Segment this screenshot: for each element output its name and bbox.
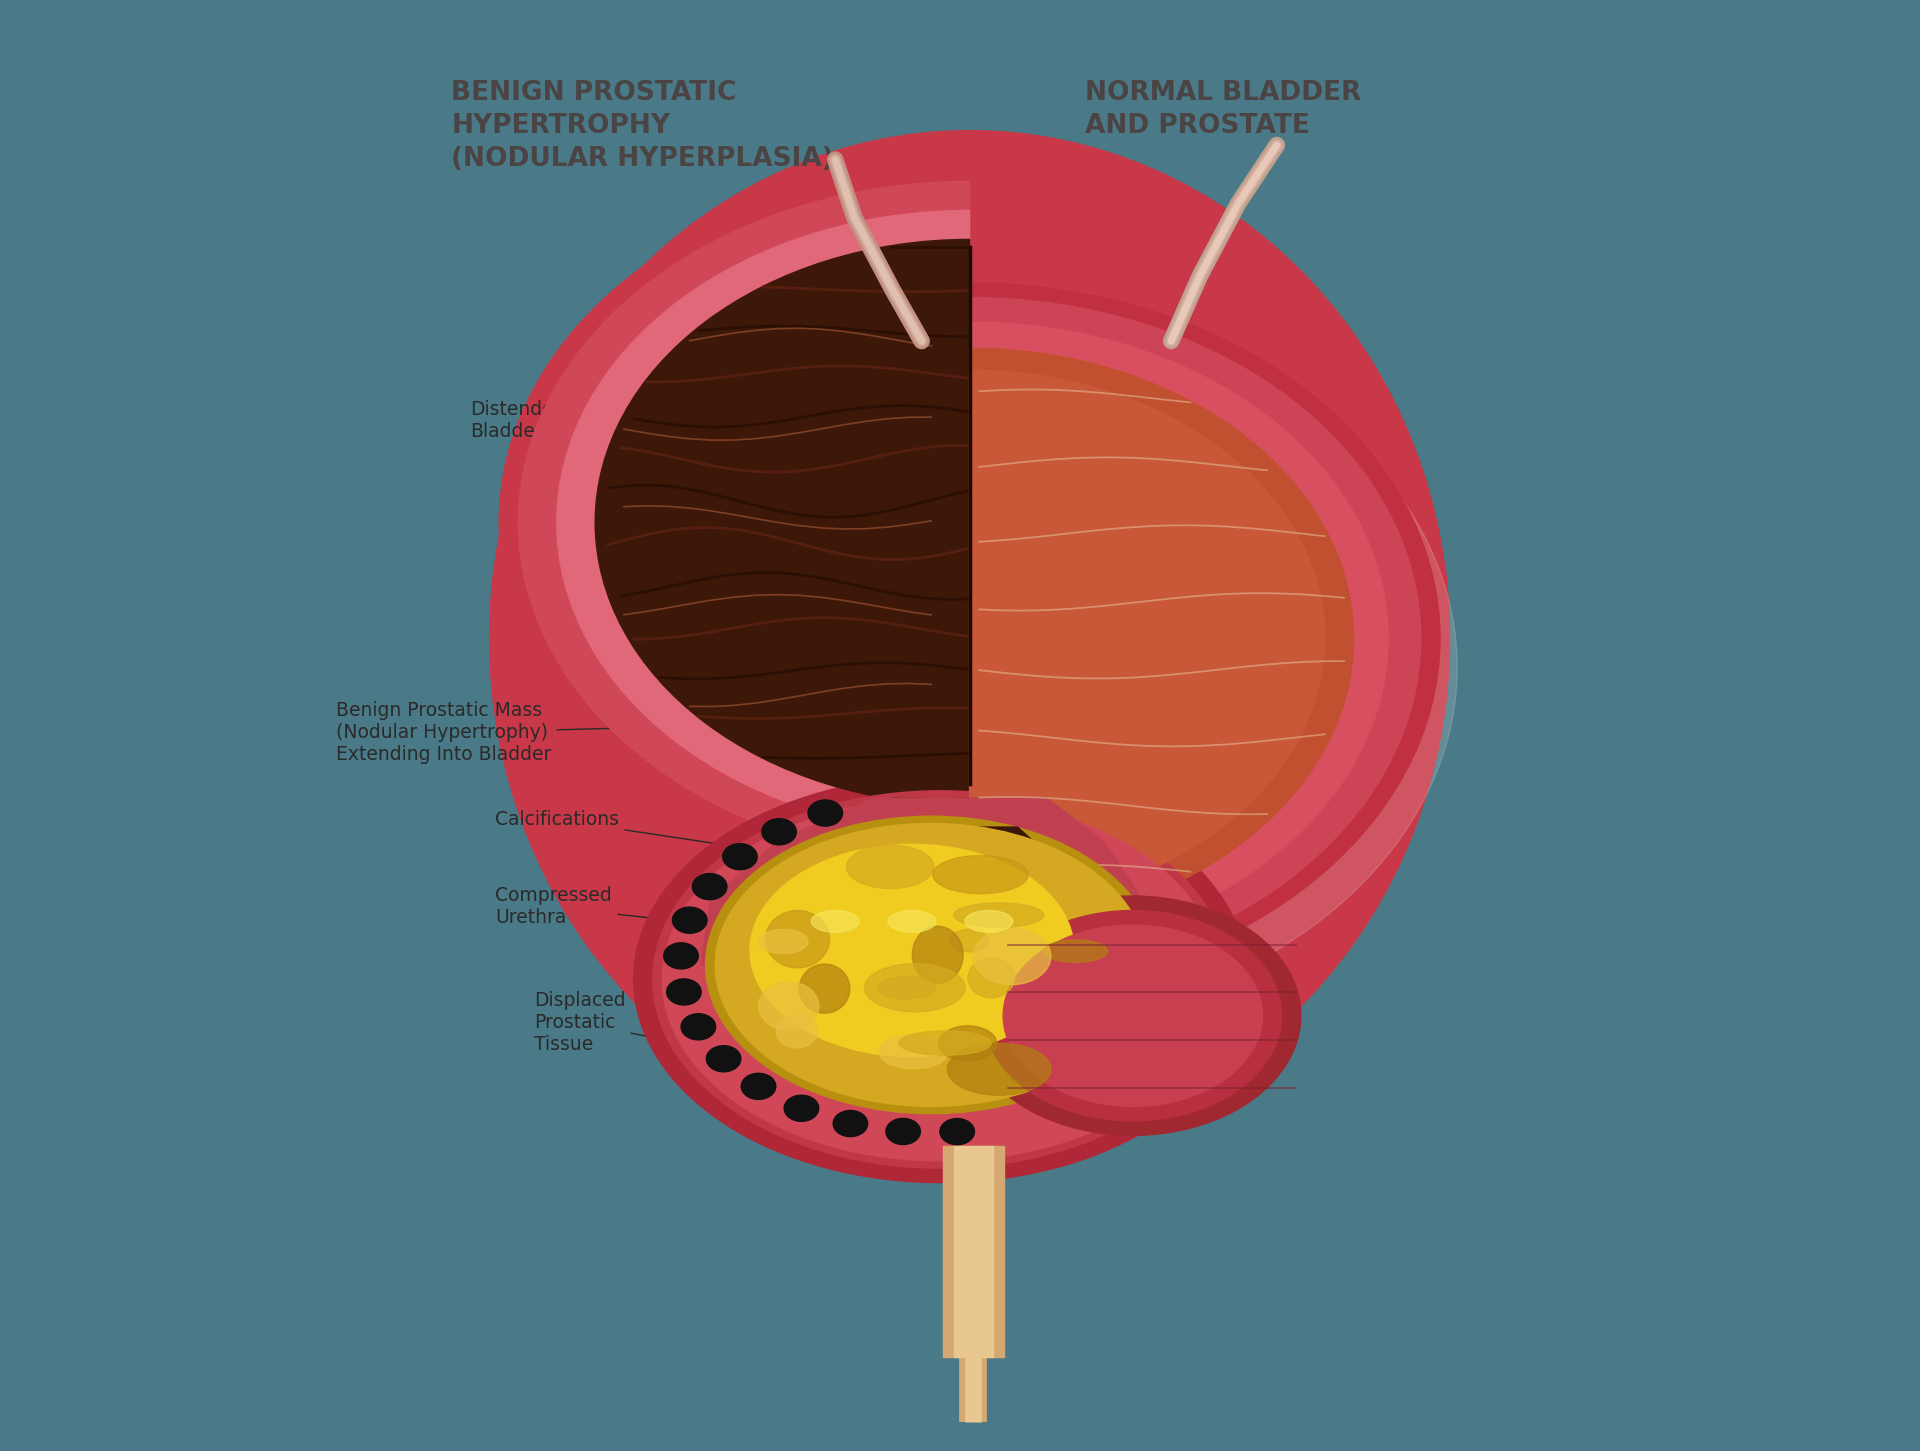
Ellipse shape: [879, 1035, 948, 1069]
Circle shape: [762, 818, 797, 844]
Ellipse shape: [947, 1043, 1050, 1096]
Wedge shape: [970, 370, 1325, 907]
Polygon shape: [758, 827, 1094, 972]
Ellipse shape: [933, 856, 1029, 894]
Wedge shape: [970, 297, 1421, 979]
Ellipse shape: [653, 791, 1229, 1168]
Ellipse shape: [864, 963, 966, 1011]
Text: Benign Prostatic Mass
(Nodular Hypertrophy)
Extending Into Bladder: Benign Prostatic Mass (Nodular Hypertrop…: [336, 701, 720, 765]
Text: Calcifications: Calcifications: [495, 810, 720, 844]
Wedge shape: [970, 283, 1440, 994]
Ellipse shape: [1002, 926, 1263, 1106]
Circle shape: [741, 1074, 776, 1100]
Ellipse shape: [912, 926, 964, 984]
Ellipse shape: [714, 824, 1146, 1107]
Ellipse shape: [939, 1026, 996, 1061]
Ellipse shape: [847, 844, 933, 888]
Circle shape: [707, 1046, 741, 1072]
Ellipse shape: [887, 911, 937, 933]
Ellipse shape: [662, 798, 1219, 1161]
Ellipse shape: [758, 982, 818, 1030]
Circle shape: [664, 943, 699, 969]
Wedge shape: [970, 348, 1354, 929]
Wedge shape: [557, 210, 970, 834]
Ellipse shape: [751, 844, 1073, 1056]
Ellipse shape: [964, 897, 1302, 1135]
Ellipse shape: [490, 131, 1450, 1146]
Ellipse shape: [983, 911, 1283, 1120]
Ellipse shape: [954, 903, 1044, 927]
Circle shape: [722, 843, 756, 869]
Wedge shape: [979, 306, 1457, 1029]
Circle shape: [808, 800, 843, 826]
Circle shape: [783, 1096, 818, 1122]
Ellipse shape: [950, 929, 989, 952]
Text: Distended
Bladder: Distended Bladder: [470, 400, 766, 443]
Wedge shape: [595, 239, 970, 805]
Ellipse shape: [968, 958, 1014, 998]
Circle shape: [833, 1110, 868, 1136]
Ellipse shape: [705, 815, 1156, 1114]
Ellipse shape: [634, 776, 1248, 1183]
Ellipse shape: [1043, 940, 1108, 962]
Polygon shape: [701, 798, 1142, 965]
Circle shape: [682, 1014, 716, 1040]
Ellipse shape: [812, 911, 860, 933]
Text: Compressed
Urethra: Compressed Urethra: [495, 887, 766, 932]
Ellipse shape: [758, 930, 808, 953]
Text: BENIGN PROSTATIC
HYPERTROPHY
(NODULAR HYPERPLASIA): BENIGN PROSTATIC HYPERTROPHY (NODULAR HY…: [451, 80, 833, 171]
Wedge shape: [518, 181, 970, 863]
Circle shape: [672, 907, 707, 933]
Wedge shape: [970, 322, 1388, 955]
Ellipse shape: [799, 963, 851, 1013]
Circle shape: [693, 874, 728, 900]
Ellipse shape: [766, 910, 829, 968]
Circle shape: [885, 1119, 920, 1145]
Ellipse shape: [776, 1014, 818, 1048]
Text: NORMAL BLADDER
AND PROSTATE: NORMAL BLADDER AND PROSTATE: [1085, 80, 1361, 139]
Text: Displaced
Prostatic
Tissue: Displaced Prostatic Tissue: [534, 991, 776, 1062]
Wedge shape: [499, 167, 970, 878]
Circle shape: [941, 1119, 975, 1145]
Ellipse shape: [877, 977, 935, 998]
Ellipse shape: [899, 1030, 991, 1055]
Circle shape: [666, 979, 701, 1006]
Ellipse shape: [973, 927, 1050, 985]
Ellipse shape: [966, 911, 1014, 933]
